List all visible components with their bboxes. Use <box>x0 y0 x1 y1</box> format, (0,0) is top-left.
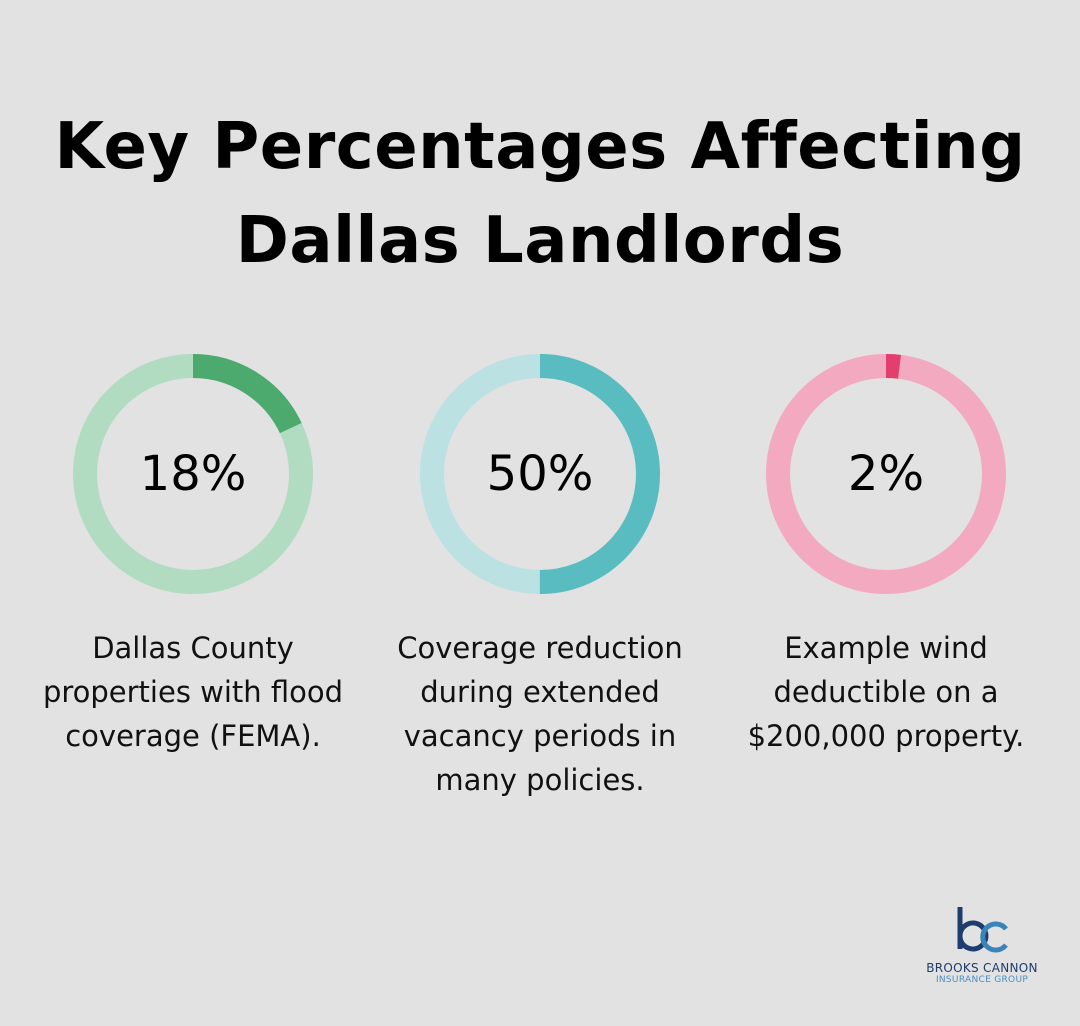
title-line-1: Key Percentages Affecting <box>54 110 1026 184</box>
description-2: Coverage reduction during extended vacan… <box>397 631 683 797</box>
bc-logo-mark <box>957 907 1008 953</box>
brooks-cannon-logo: BROOKS CANNON INSURANCE GROUP <box>924 905 1040 985</box>
donut-value-arc-2 <box>420 354 660 594</box>
title-line-2: Dallas Landlords <box>235 204 845 278</box>
description-1: Dallas County properties with flood cove… <box>42 631 344 753</box>
donut-label-3: 2% <box>847 446 925 502</box>
page-title: Key Percentages Affecting Dallas Landlor… <box>0 100 1080 288</box>
logo-line-2: INSURANCE GROUP <box>935 975 1029 985</box>
donut-value-arc-1 <box>73 354 313 594</box>
donut-value-arc-3 <box>766 354 1006 594</box>
donut-label-1: 18% <box>139 446 247 502</box>
logo-line-1: BROOKS CANNON <box>926 961 1038 975</box>
description-3: Example wind deductible on a $200,000 pr… <box>747 631 1025 753</box>
donut-label-2: 50% <box>486 446 594 502</box>
